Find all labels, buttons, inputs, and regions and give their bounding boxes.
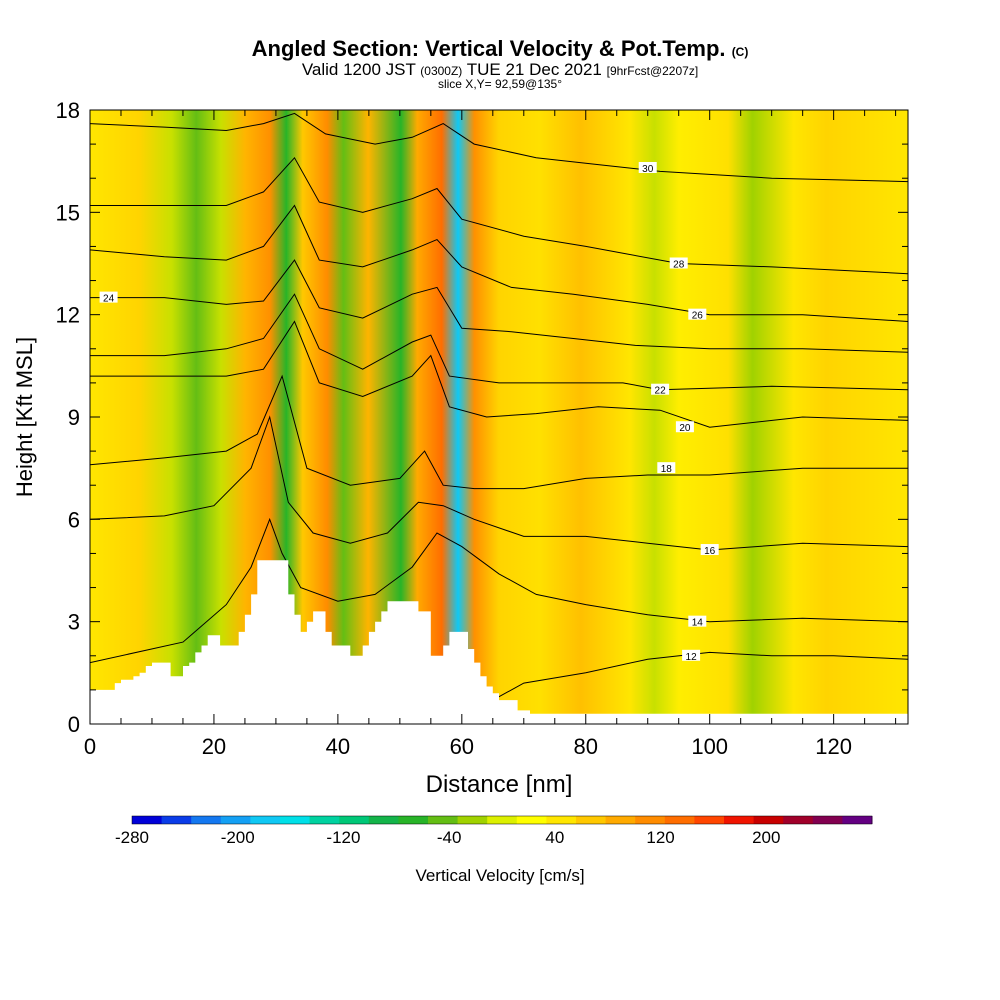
colorbar-swatch bbox=[694, 816, 725, 824]
contour-label-bg bbox=[700, 544, 719, 556]
colorbar-tick-label: -120 bbox=[326, 828, 360, 847]
contour-label-14: 14 bbox=[692, 618, 704, 629]
contour-label-bg bbox=[638, 161, 657, 173]
colorbar-swatch bbox=[724, 816, 755, 824]
x-axis: 0 20 40 60 80 100 120 bbox=[84, 110, 897, 759]
chart-subtitle: Valid 1200 JST (0300Z) TUE 21 Dec 2021 [… bbox=[301, 60, 699, 79]
colorbar-swatch bbox=[753, 816, 784, 824]
contour-label-bg bbox=[99, 291, 118, 303]
contour-line-28 bbox=[90, 156, 908, 275]
colorbar-swatch bbox=[516, 816, 547, 824]
colorbar-tick-label: -200 bbox=[221, 828, 255, 847]
colorbar-tick-label: 200 bbox=[752, 828, 780, 847]
colorbar-swatch bbox=[161, 816, 192, 824]
colorbar-swatch bbox=[842, 816, 873, 824]
contour-label-18: 18 bbox=[661, 464, 673, 475]
colorbar-swatch bbox=[368, 816, 399, 824]
colorbar-swatch bbox=[428, 816, 459, 824]
contour-label-12: 12 bbox=[686, 652, 698, 663]
x-axis-label: Distance [nm] bbox=[426, 771, 573, 798]
colorbar-swatch bbox=[220, 816, 251, 824]
colorbar-swatch bbox=[605, 816, 636, 824]
velocity-field-fill bbox=[90, 110, 908, 724]
colorbar-swatch bbox=[546, 816, 577, 824]
y-tick-label: 0 bbox=[68, 712, 80, 737]
x-tick-label: 60 bbox=[450, 734, 474, 759]
contour-label-28: 28 bbox=[673, 260, 685, 271]
velocity-field bbox=[90, 110, 908, 724]
contour-line-20 bbox=[90, 320, 908, 428]
y-axis: 0 3 6 9 12 15 18 bbox=[56, 98, 908, 737]
contour-label-bg bbox=[651, 383, 670, 395]
y-tick-label: 9 bbox=[68, 405, 80, 430]
contour-label-bg bbox=[688, 308, 707, 320]
contour-line-22 bbox=[90, 293, 908, 391]
y-tick-label: 18 bbox=[56, 98, 80, 123]
y-tick-label: 12 bbox=[56, 303, 80, 328]
colorbar-swatch bbox=[309, 816, 340, 824]
y-tick-label: 3 bbox=[68, 610, 80, 635]
colorbar-swatch bbox=[457, 816, 488, 824]
colorbar-swatch bbox=[339, 816, 370, 824]
colorbar-swatch bbox=[812, 816, 843, 824]
colorbar-tick-label: 120 bbox=[646, 828, 674, 847]
y-tick-label: 6 bbox=[68, 507, 80, 532]
contour-label-26: 26 bbox=[692, 311, 704, 322]
contour-line-24 bbox=[90, 259, 908, 353]
x-tick-label: 120 bbox=[815, 734, 852, 759]
colorbar-tick-label: 40 bbox=[545, 828, 564, 847]
colorbar-swatch bbox=[635, 816, 666, 824]
contour-line-26 bbox=[90, 204, 908, 322]
contour-line-14 bbox=[90, 517, 908, 664]
terrain-fill bbox=[90, 560, 908, 724]
colorbar-tick-label: -280 bbox=[115, 828, 149, 847]
contour-label-bg bbox=[669, 257, 688, 269]
colorbar-swatch bbox=[191, 816, 222, 824]
colorbar-swatch bbox=[132, 816, 163, 824]
contour-label-bg bbox=[657, 462, 676, 474]
colorbar-tick-label: -40 bbox=[437, 828, 462, 847]
slice-caption: slice X,Y= 92,59@135° bbox=[437, 77, 563, 91]
colorbar-swatch bbox=[783, 816, 814, 824]
x-tick-label: 100 bbox=[691, 734, 728, 759]
x-tick-label: 20 bbox=[202, 734, 226, 759]
chart-title: Angled Section: Vertical Velocity & Pot.… bbox=[251, 36, 749, 61]
contour-label-24: 24 bbox=[103, 294, 115, 305]
contour-label-20: 20 bbox=[679, 423, 691, 434]
contour-label-bg bbox=[682, 649, 701, 661]
colorbar-swatch bbox=[398, 816, 429, 824]
contour-line-18 bbox=[90, 374, 908, 490]
contour-label-30: 30 bbox=[642, 164, 654, 175]
contour-label-16: 16 bbox=[704, 546, 716, 557]
colorbar-frame bbox=[131, 815, 873, 825]
y-tick-label: 15 bbox=[56, 200, 80, 225]
x-tick-label: 80 bbox=[574, 734, 598, 759]
contour-labels: 12 14 16 18 20 22 24 26 28 30 bbox=[99, 161, 719, 663]
colorbar-swatch bbox=[487, 816, 518, 824]
x-tick-label: 40 bbox=[326, 734, 350, 759]
y-axis-label: Height [Kft MSL] bbox=[12, 337, 37, 497]
contour-label-bg bbox=[675, 421, 694, 433]
colorbar-swatch bbox=[250, 816, 281, 824]
terrain-profile bbox=[90, 560, 908, 724]
colorbar-swatch bbox=[280, 816, 311, 824]
colorbar: -280 -200 -120 -40 40 120 200 bbox=[115, 815, 873, 847]
contour-line-16 bbox=[90, 415, 908, 551]
contour-label-22: 22 bbox=[655, 386, 667, 397]
colorbar-swatch bbox=[664, 816, 695, 824]
colorbar-swatch bbox=[576, 816, 607, 824]
contour-line-12 bbox=[480, 651, 908, 708]
x-tick-label: 0 bbox=[84, 734, 96, 759]
colorbar-label: Vertical Velocity [cm/s] bbox=[415, 866, 584, 885]
contour-label-bg bbox=[688, 615, 707, 627]
